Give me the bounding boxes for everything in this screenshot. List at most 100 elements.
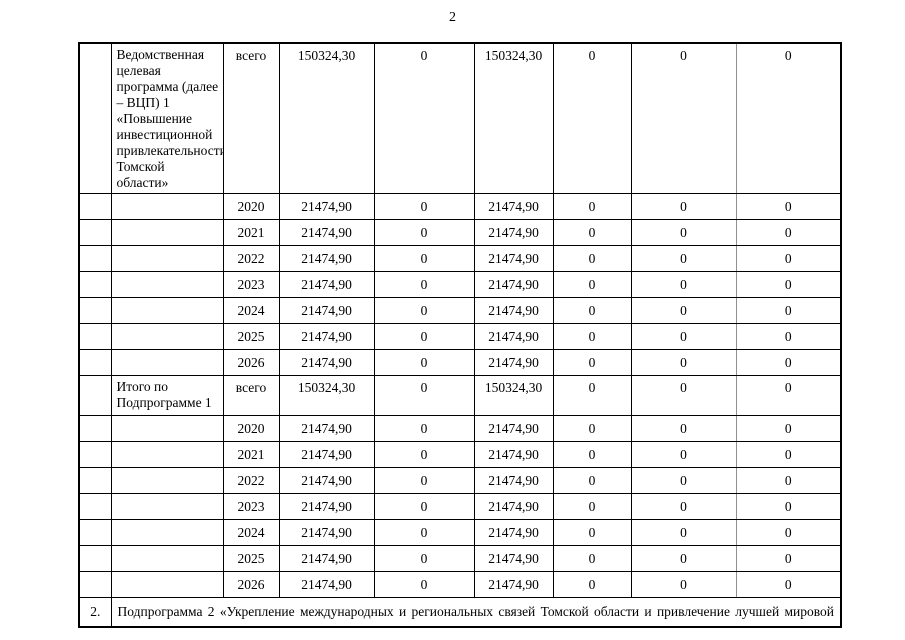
value-cell: 0 xyxy=(735,193,842,220)
value-cell: 150324,30 xyxy=(473,375,554,416)
row-number-cell xyxy=(78,519,112,546)
table-row: 2026 21474,90 0 21474,90 0 0 0 xyxy=(78,349,842,376)
value-cell: 0 xyxy=(552,571,632,598)
row-number-cell xyxy=(78,545,112,572)
value-cell: 21474,90 xyxy=(473,571,554,598)
table-row: 2020 21474,90 0 21474,90 0 0 0 xyxy=(78,193,842,220)
value-cell: 0 xyxy=(630,245,737,272)
row-number-cell xyxy=(78,415,112,442)
value-cell: 0 xyxy=(373,571,475,598)
table-row: 2022 21474,90 0 21474,90 0 0 0 xyxy=(78,245,842,272)
value-cell: 0 xyxy=(630,349,737,376)
value-cell: 21474,90 xyxy=(473,467,554,494)
value-cell: 0 xyxy=(373,415,475,442)
period-cell: 2020 xyxy=(222,193,280,220)
value-cell: 0 xyxy=(735,219,842,246)
row-number-cell xyxy=(78,245,112,272)
value-cell: 0 xyxy=(735,571,842,598)
period-cell: 2026 xyxy=(222,349,280,376)
value-cell: 0 xyxy=(630,193,737,220)
program-name-cell: Ведомственная целевая программа (далее –… xyxy=(110,42,224,194)
value-cell: 0 xyxy=(373,193,475,220)
value-cell: 21474,90 xyxy=(473,323,554,350)
value-cell: 0 xyxy=(373,219,475,246)
value-cell: 0 xyxy=(630,571,737,598)
value-cell: 0 xyxy=(735,271,842,298)
value-cell: 0 xyxy=(552,441,632,468)
subprogram-2-text: Подпрограмма 2 «Укрепление международных… xyxy=(110,597,842,627)
value-cell: 0 xyxy=(373,467,475,494)
value-cell: 0 xyxy=(735,375,842,416)
row-number-cell: 2. xyxy=(78,597,112,627)
value-cell: 0 xyxy=(552,545,632,572)
program-name-cell xyxy=(110,467,224,494)
program-name-cell: Итого по Подпрограмме 1 xyxy=(110,375,224,416)
row-number-cell xyxy=(78,42,112,194)
value-cell: 0 xyxy=(373,297,475,324)
period-cell: 2023 xyxy=(222,271,280,298)
value-cell: 0 xyxy=(630,297,737,324)
value-cell: 21474,90 xyxy=(278,415,375,442)
value-cell: 21474,90 xyxy=(473,545,554,572)
value-cell: 0 xyxy=(373,545,475,572)
row-number-cell xyxy=(78,375,112,416)
table-row: 2020 21474,90 0 21474,90 0 0 0 xyxy=(78,415,842,442)
period-cell: 2022 xyxy=(222,467,280,494)
value-cell: 0 xyxy=(630,467,737,494)
value-cell: 0 xyxy=(630,545,737,572)
value-cell: 0 xyxy=(735,245,842,272)
program-name-cell xyxy=(110,415,224,442)
value-cell: 21474,90 xyxy=(278,245,375,272)
value-cell: 0 xyxy=(373,42,475,194)
value-cell: 0 xyxy=(552,193,632,220)
value-cell: 0 xyxy=(552,415,632,442)
period-cell: всего xyxy=(222,375,280,416)
table-row: Ведомственная целевая программа (далее –… xyxy=(78,42,842,194)
period-cell: 2020 xyxy=(222,415,280,442)
value-cell: 21474,90 xyxy=(473,297,554,324)
budget-table: Ведомственная целевая программа (далее –… xyxy=(78,42,842,628)
program-name-cell xyxy=(110,493,224,520)
value-cell: 0 xyxy=(552,297,632,324)
value-cell: 0 xyxy=(373,245,475,272)
value-cell: 0 xyxy=(373,493,475,520)
program-name-cell xyxy=(110,219,224,246)
value-cell: 0 xyxy=(552,349,632,376)
value-cell: 0 xyxy=(630,323,737,350)
program-name-cell xyxy=(110,519,224,546)
value-cell: 0 xyxy=(373,519,475,546)
table-row: 2024 21474,90 0 21474,90 0 0 0 xyxy=(78,519,842,546)
value-cell: 0 xyxy=(552,271,632,298)
value-cell: 21474,90 xyxy=(278,493,375,520)
program-name-cell xyxy=(110,297,224,324)
row-number-cell xyxy=(78,571,112,598)
row-number-cell xyxy=(78,193,112,220)
value-cell: 0 xyxy=(735,493,842,520)
value-cell: 21474,90 xyxy=(473,219,554,246)
value-cell: 21474,90 xyxy=(473,493,554,520)
table-row: 2023 21474,90 0 21474,90 0 0 0 xyxy=(78,493,842,520)
value-cell: 21474,90 xyxy=(278,271,375,298)
period-cell: 2023 xyxy=(222,493,280,520)
value-cell: 0 xyxy=(735,297,842,324)
value-cell: 21474,90 xyxy=(278,519,375,546)
value-cell: 21474,90 xyxy=(473,519,554,546)
value-cell: 21474,90 xyxy=(278,219,375,246)
value-cell: 21474,90 xyxy=(473,415,554,442)
value-cell: 150324,30 xyxy=(473,42,554,194)
value-cell: 0 xyxy=(735,519,842,546)
value-cell: 0 xyxy=(373,323,475,350)
row-number-cell xyxy=(78,219,112,246)
value-cell: 0 xyxy=(630,42,737,194)
value-cell: 21474,90 xyxy=(278,323,375,350)
value-cell: 21474,90 xyxy=(473,349,554,376)
value-cell: 0 xyxy=(735,467,842,494)
value-cell: 0 xyxy=(630,441,737,468)
table-row: Итого по Подпрограмме 1 всего 150324,30 0 15… xyxy=(78,375,842,416)
program-name-cell xyxy=(110,271,224,298)
row-number-cell xyxy=(78,349,112,376)
period-cell: 2022 xyxy=(222,245,280,272)
value-cell: 0 xyxy=(735,323,842,350)
value-cell: 21474,90 xyxy=(278,571,375,598)
